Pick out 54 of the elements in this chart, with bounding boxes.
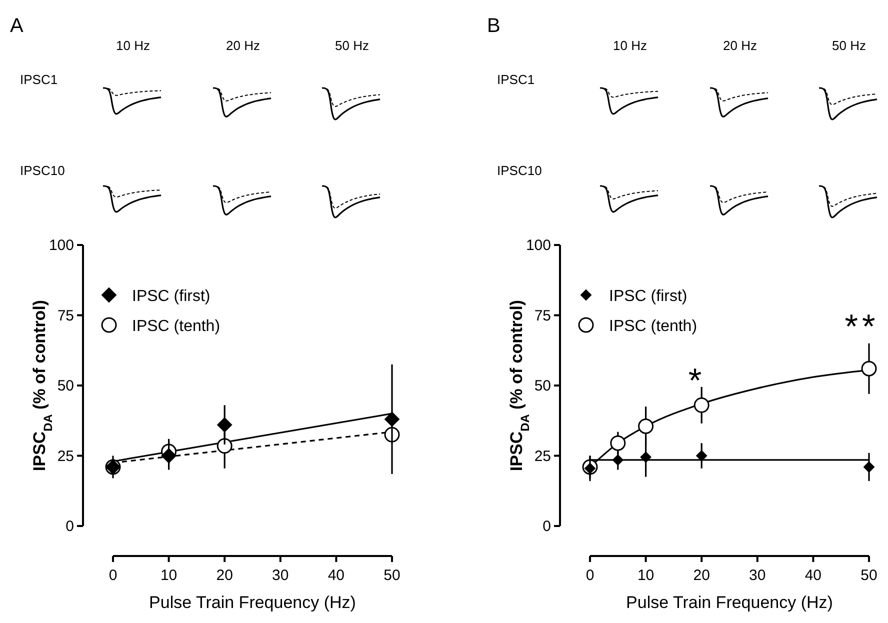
- x-tick-label: 40: [328, 567, 345, 584]
- y-tick-label: 50: [57, 378, 74, 394]
- annotation: **: [844, 308, 880, 346]
- y-tick-label: 25: [57, 448, 74, 465]
- legend-label: IPSC (tenth): [609, 318, 698, 335]
- point: [217, 417, 232, 432]
- x-tick-label: 0: [108, 567, 118, 584]
- point: [610, 435, 626, 451]
- x-tick-label: 30: [272, 567, 289, 584]
- text: 50 Hz: [335, 38, 369, 53]
- x-tick-label: 10: [160, 567, 178, 584]
- y-tick-label: 75: [57, 307, 74, 324]
- point: [612, 454, 624, 466]
- text: 50 Hz: [832, 38, 866, 53]
- x-tick-label: 30: [749, 567, 766, 584]
- text: IPSC1: [20, 72, 58, 87]
- text: IPSC10: [497, 163, 542, 178]
- point: [694, 397, 710, 413]
- y-tick-label: 75: [534, 307, 551, 324]
- point: [696, 450, 708, 462]
- text: 10 Hz: [613, 38, 647, 53]
- point: [161, 448, 176, 464]
- x-tick-label: 20: [216, 567, 233, 584]
- x-axis-title: Pulse Train Frequency (Hz): [149, 593, 356, 612]
- x-tick-label: 50: [384, 567, 400, 584]
- legend-label: IPSC (tenth): [132, 318, 220, 335]
- y-tick-label: 0: [66, 518, 74, 535]
- x-axis-title: Pulse Train Frequency (Hz): [626, 593, 833, 612]
- y-tick-label: 25: [534, 448, 551, 465]
- text: 20 Hz: [226, 38, 260, 53]
- point: [216, 438, 232, 454]
- text: 10 Hz: [116, 38, 150, 53]
- point: [861, 360, 877, 376]
- y-tick-label: 100: [526, 237, 551, 254]
- x-tick-label: 50: [860, 567, 878, 584]
- x-tick-label: 20: [693, 567, 710, 584]
- x-tick-label: 40: [804, 567, 822, 584]
- legend-label: IPSC (first): [609, 288, 688, 305]
- x-tick-label: 10: [637, 567, 654, 584]
- point: [640, 452, 652, 463]
- text: IPSC1: [497, 72, 535, 87]
- point: [638, 418, 654, 434]
- x-tick-label: 0: [586, 567, 594, 584]
- y-tick-label: 0: [542, 518, 551, 535]
- y-tick-label: 100: [48, 237, 74, 254]
- legend-label: IPSC (first): [132, 288, 210, 305]
- point: [864, 461, 874, 472]
- annotation: *: [688, 362, 706, 400]
- chart-title: B: [487, 15, 500, 37]
- text: 20 Hz: [723, 38, 757, 53]
- chart-title: A: [10, 15, 24, 37]
- point: [384, 412, 400, 427]
- text: IPSC10: [20, 163, 65, 178]
- y-tick-label: 50: [534, 378, 551, 394]
